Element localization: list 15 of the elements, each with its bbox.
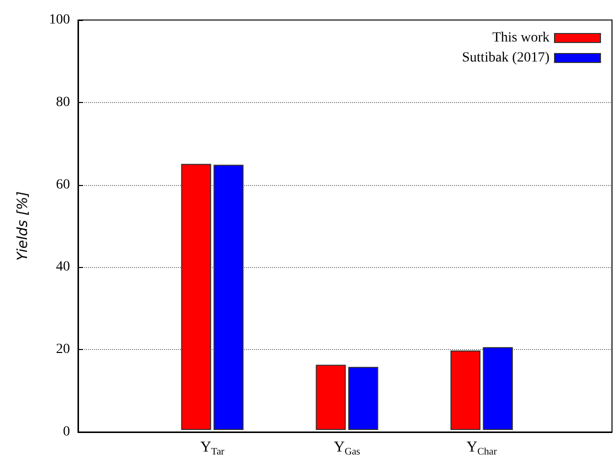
y-tick-label: 0 — [63, 424, 70, 440]
bar — [181, 164, 212, 430]
y-axis-title: Yields [%] — [15, 191, 31, 261]
bar — [214, 164, 244, 430]
y-tick-label: 20 — [56, 342, 70, 358]
y-tick-label: 40 — [56, 260, 70, 275]
legend-label: Suttibak (2017) — [462, 50, 550, 66]
bar — [450, 350, 480, 430]
legend-label: This work — [492, 30, 550, 46]
y-tick-label: 80 — [56, 94, 70, 110]
y-tick-label: 60 — [56, 177, 70, 192]
bar — [316, 364, 346, 430]
y-tick-label: 100 — [49, 12, 70, 28]
bar — [482, 347, 513, 430]
bar — [348, 366, 378, 430]
